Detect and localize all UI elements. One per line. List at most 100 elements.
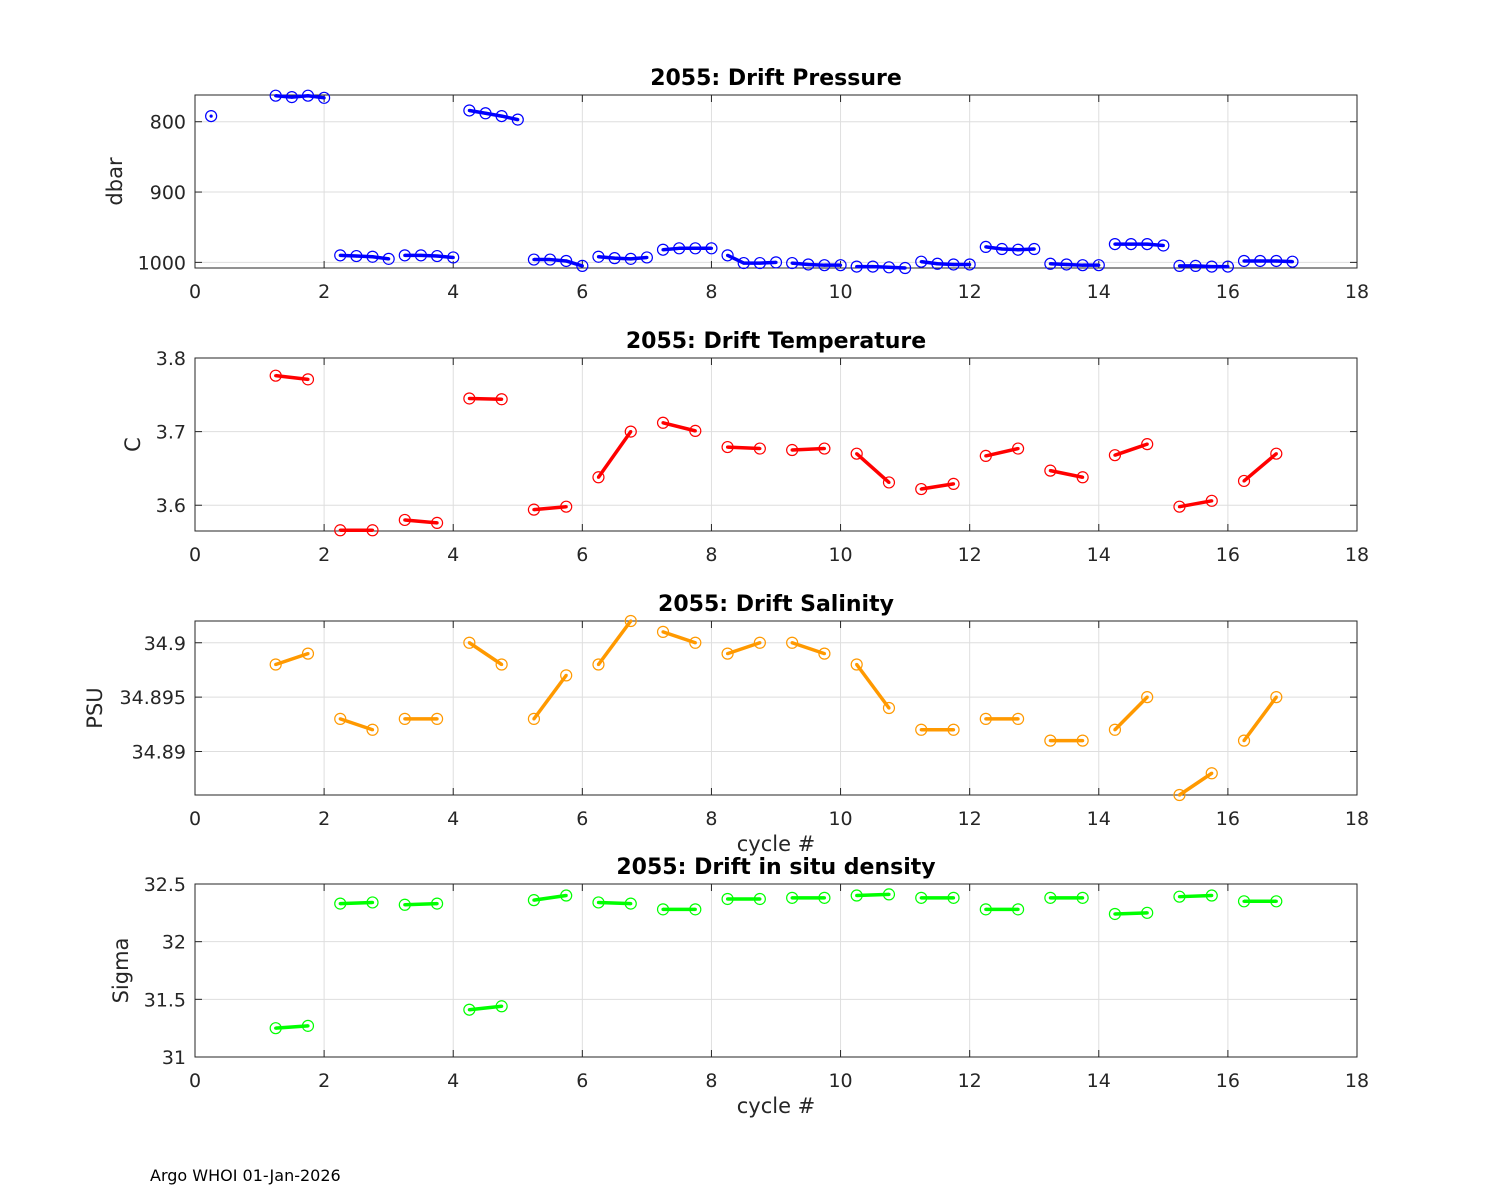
density-data-point	[495, 1000, 508, 1013]
density-series-0	[269, 1019, 315, 1035]
salinity-data-point	[656, 625, 670, 638]
pressure-data-point	[689, 242, 702, 255]
pressure-data-point	[1028, 242, 1041, 256]
x-tick-label: 18	[1345, 1070, 1369, 1092]
temperature-data-point	[1173, 500, 1186, 513]
pressure-data-dot	[451, 255, 455, 260]
x-tick-label: 6	[576, 1070, 588, 1092]
density-series-5	[592, 896, 637, 910]
x-tick-label: 12	[958, 1070, 982, 1092]
pressure-data-point	[1205, 260, 1218, 273]
temperature-series-12	[1044, 464, 1089, 484]
temperature-data-point	[269, 369, 282, 382]
density-data-dot	[435, 902, 439, 906]
density-series-7	[721, 892, 766, 906]
density-x-axis-label: cycle #	[737, 1094, 816, 1118]
temperature-data-dot	[1145, 442, 1149, 446]
pressure-data-point	[414, 249, 428, 262]
pressure-data-dot	[1226, 264, 1230, 269]
pressure-series-line	[1179, 264, 1228, 269]
salinity-series-8	[786, 636, 831, 660]
density-data-point	[1141, 906, 1154, 919]
temperature-data-dot	[1048, 469, 1052, 473]
density-data-dot	[855, 893, 859, 898]
x-tick-label: 16	[1216, 808, 1240, 830]
x-tick-label: 8	[705, 281, 717, 303]
x-tick-label: 4	[447, 808, 459, 830]
salinity-axes-frame	[194, 620, 1358, 796]
pressure-series-3	[398, 249, 460, 264]
salinity-data-point	[463, 636, 476, 649]
pressure-series-line	[598, 255, 648, 261]
pressure-data-point	[334, 249, 347, 262]
salinity-data-dot	[564, 673, 568, 677]
density-series-6	[656, 903, 702, 916]
density-chart-title: 2055: Drift in situ density	[616, 855, 935, 880]
pressure-data-dot	[1161, 243, 1165, 248]
pressure-data-point	[995, 242, 1009, 256]
salinity-data-point	[269, 658, 282, 671]
density-data-point	[1270, 895, 1283, 908]
pressure-data-point	[1189, 259, 1202, 272]
density-data-point	[753, 892, 766, 906]
temperature-data-point	[947, 477, 960, 490]
pressure-data-dot	[564, 259, 568, 263]
salinity-data-point	[334, 712, 347, 725]
pressure-data-dot	[790, 261, 794, 265]
density-data-dot	[1210, 893, 1214, 898]
density-data-dot	[500, 1004, 504, 1008]
density-data-point	[915, 891, 928, 904]
salinity-panel: 0 2 4 6 8 10 12 14 16 18 34.89 34.895 34.9 2055: Drif…	[83, 592, 1369, 856]
y-tick-label: 34.9	[144, 633, 186, 655]
density-data-dot	[1048, 896, 1052, 900]
temperature-data-dot	[596, 475, 601, 479]
temperature-series-line	[1242, 452, 1278, 483]
pressure-data-point	[1011, 243, 1025, 256]
salinity-data-dot	[1274, 695, 1278, 699]
x-tick-label: 12	[958, 281, 982, 303]
salinity-data-point	[1076, 734, 1089, 747]
pressure-data-point	[205, 109, 218, 123]
density-data-point	[786, 891, 799, 904]
salinity-series-5	[592, 614, 637, 671]
pressure-data-point	[818, 259, 831, 272]
temperature-series-5	[592, 425, 637, 484]
pressure-data-dot	[483, 111, 488, 115]
density-data-dot	[564, 893, 568, 898]
salinity-data-dot	[306, 652, 310, 656]
pressure-data-dot	[709, 246, 714, 250]
density-data-point	[463, 1003, 476, 1016]
temperature-data-point	[689, 424, 702, 437]
pressure-data-dot	[629, 257, 633, 261]
salinity-data-point	[1108, 723, 1122, 736]
pressure-series-7	[656, 242, 718, 256]
salinity-data-dot	[725, 652, 730, 656]
salinity-series-6	[656, 625, 702, 649]
salinity-series-3	[463, 636, 508, 671]
salinity-data-point	[624, 614, 637, 628]
density-data-dot	[1113, 912, 1117, 916]
salinity-chart-title: 2055: Drift Salinity	[658, 592, 894, 617]
temperature-data-point	[366, 524, 379, 537]
salinity-data-dot	[951, 728, 956, 732]
pressure-series-16	[1237, 254, 1299, 268]
pressure-data-dot	[1194, 264, 1198, 268]
density-data-point	[269, 1022, 282, 1035]
pressure-data-dot	[1129, 242, 1133, 246]
temperature-series-line	[597, 430, 633, 479]
salinity-data-point	[1205, 767, 1218, 780]
density-data-dot	[1145, 911, 1149, 915]
pressure-data-point	[1286, 255, 1299, 268]
temperature-series-3	[463, 392, 508, 406]
temperature-data-dot	[790, 448, 794, 452]
temperature-data-point	[915, 482, 928, 496]
y-tick-label: 31	[162, 1047, 186, 1069]
pressure-data-dot	[725, 253, 730, 257]
salinity-data-point	[1270, 691, 1283, 704]
temperature-series-7	[721, 440, 766, 455]
temperature-series-1	[334, 524, 379, 537]
pressure-series-line	[662, 246, 712, 252]
salinity-plot-area	[195, 621, 1357, 795]
x-tick-label: 14	[1087, 808, 1111, 830]
salinity-data-dot	[1177, 793, 1182, 797]
